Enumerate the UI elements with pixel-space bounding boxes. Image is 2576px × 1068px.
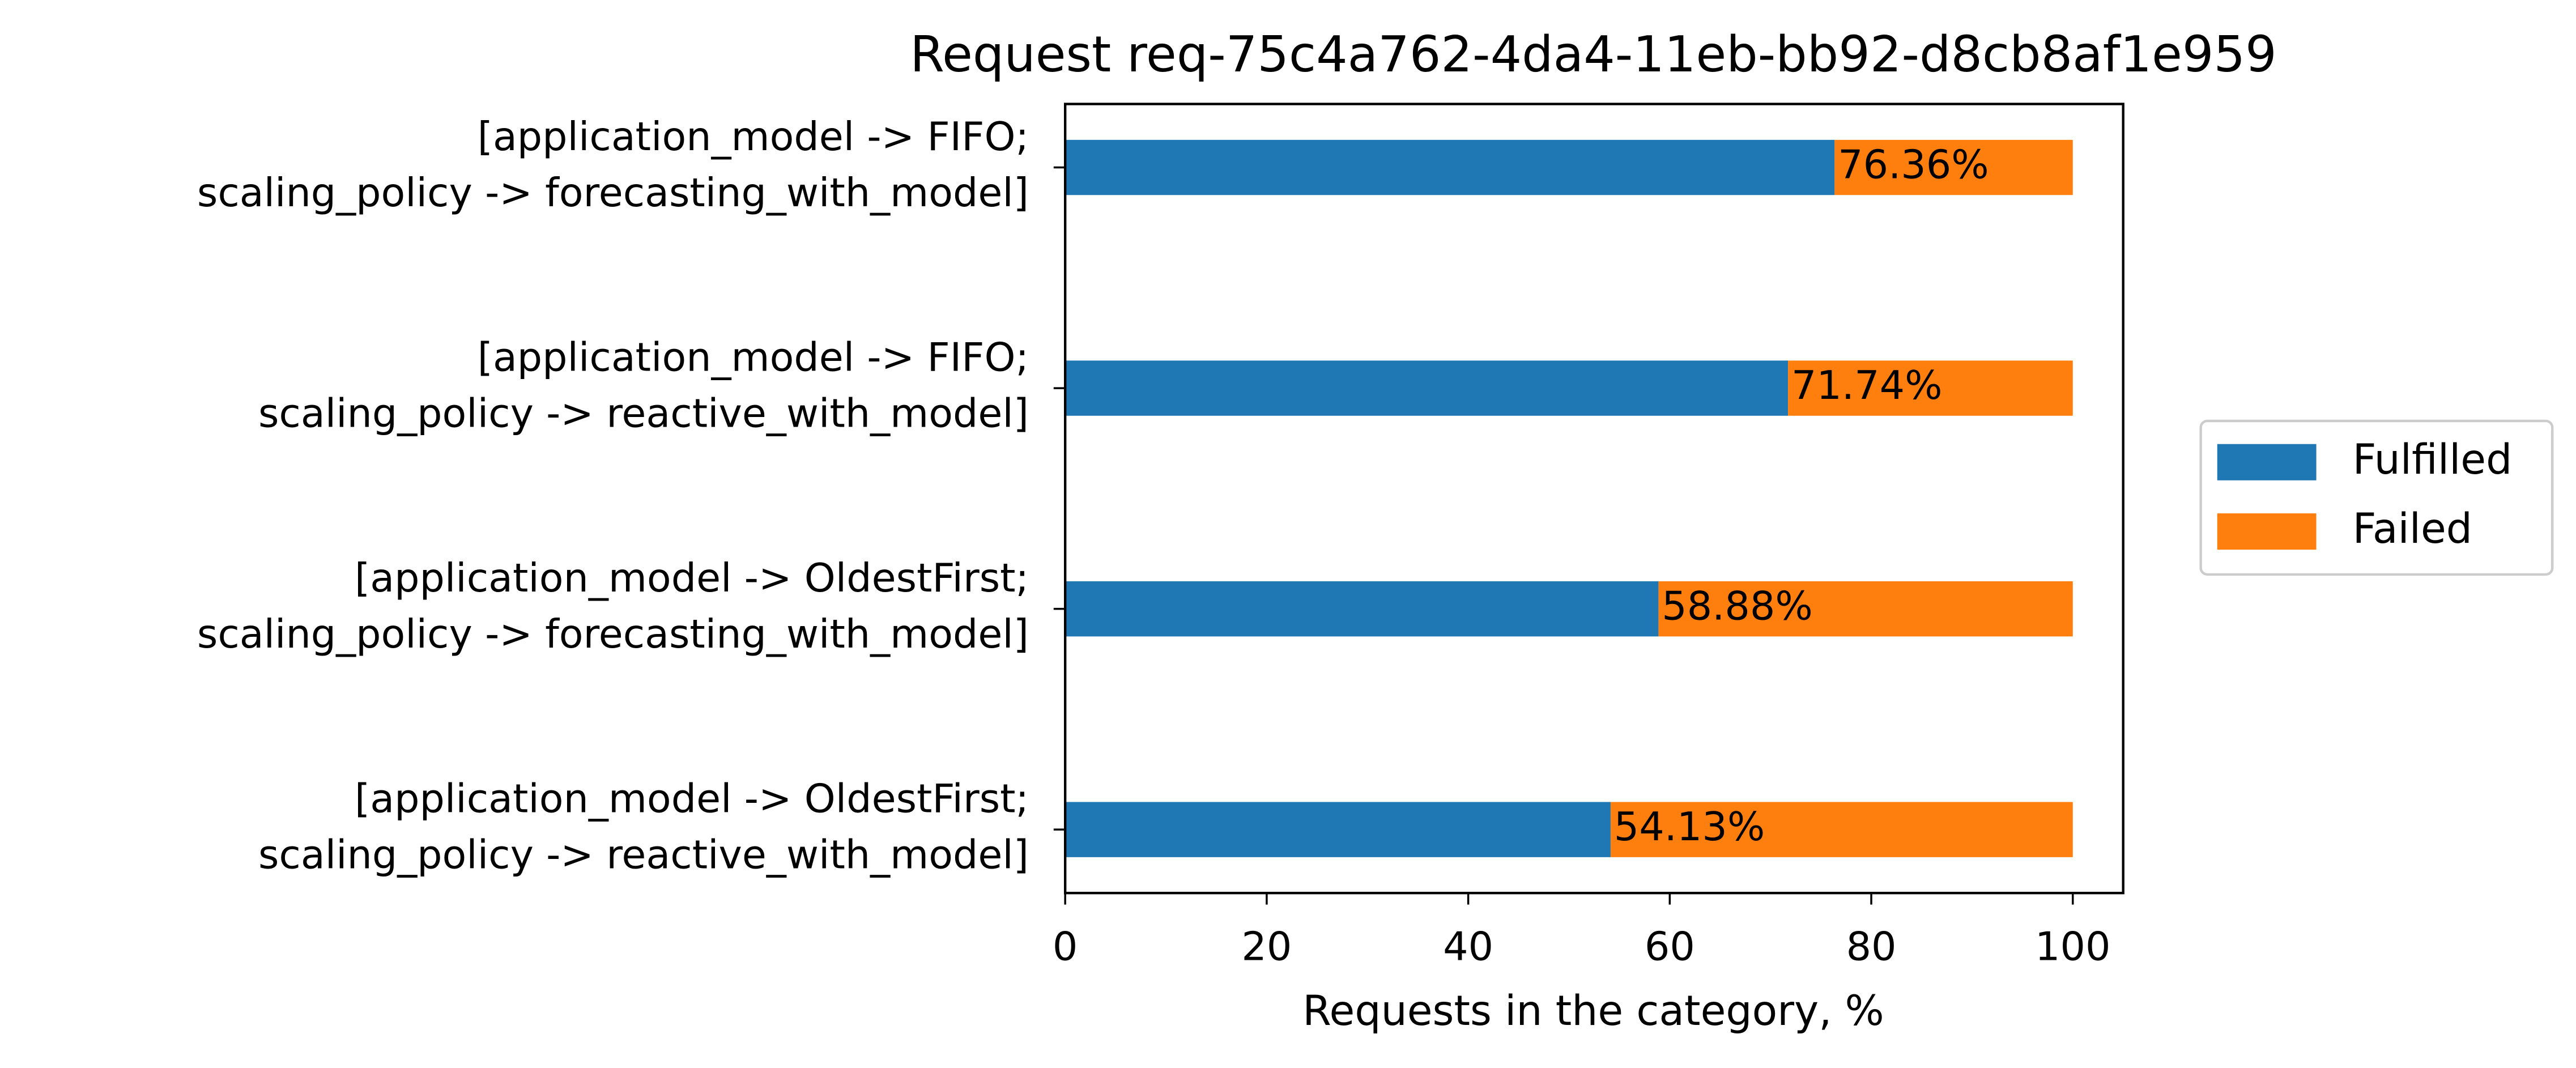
y-tick-label: [application_model -> OldestFirst; scalin… xyxy=(258,776,1029,878)
y-tick-label: [application_model -> FIFO; scaling_polic… xyxy=(197,114,1029,216)
bar-segment xyxy=(1658,581,2073,637)
legend-swatch xyxy=(2217,444,2317,480)
y-tick-label: [application_model -> OldestFirst; scalin… xyxy=(197,555,1029,657)
bar-segment xyxy=(1065,581,1659,637)
x-tick-label: 100 xyxy=(2035,924,2110,969)
bar-segment xyxy=(1065,360,1789,416)
bar-segment xyxy=(1834,139,2073,195)
x-tick-label: 20 xyxy=(1241,924,1292,969)
value-label: 58.88% xyxy=(1662,584,1813,629)
x-tick-label: 60 xyxy=(1645,924,1695,969)
plot-frame xyxy=(1063,103,2124,895)
bar-segment xyxy=(1065,139,1835,195)
x-tick-label: 40 xyxy=(1443,924,1493,969)
chart-title: Request req-75c4a762-4da4-11eb-bb92-d8cb… xyxy=(910,25,2276,83)
legend-label: Failed xyxy=(2353,505,2472,553)
value-label: 76.36% xyxy=(1838,142,1989,188)
x-tick-label: 0 xyxy=(1053,924,1078,969)
x-tick-label: 80 xyxy=(1846,924,1897,969)
legend-swatch xyxy=(2217,513,2317,550)
legend-label: Fulfilled xyxy=(2353,436,2513,484)
value-label: 71.74% xyxy=(1791,363,1943,409)
bar-segment xyxy=(1065,802,1611,857)
value-label: 54.13% xyxy=(1614,804,1765,850)
bar-segment xyxy=(1788,360,2073,416)
legend: Fulfilled Failed xyxy=(2199,419,2554,576)
bar-segment xyxy=(1610,802,2073,857)
x-axis-label: Requests in the category, % xyxy=(1302,987,1884,1035)
y-tick-label: [application_model -> FIFO; scaling_polic… xyxy=(258,335,1029,437)
